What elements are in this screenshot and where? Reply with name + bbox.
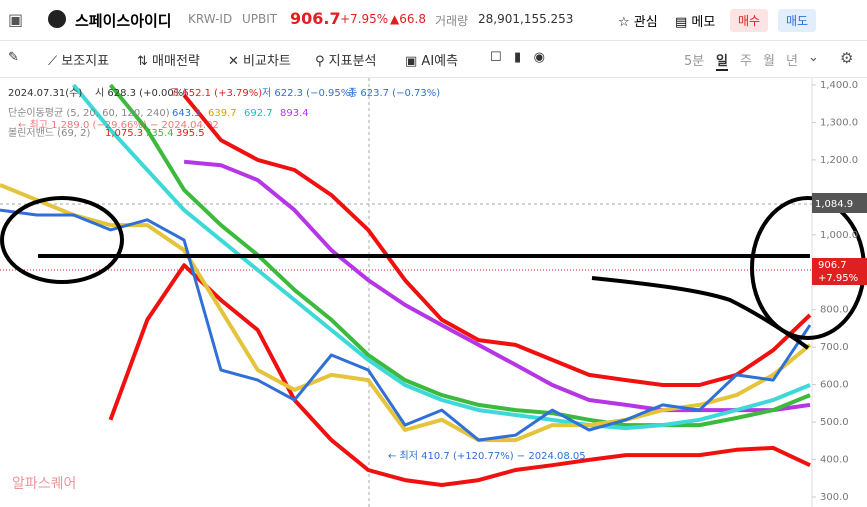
sell-button[interactable]: 매도 xyxy=(778,9,817,32)
drawings xyxy=(0,196,866,350)
y-tick-label: 800.0 xyxy=(820,305,849,316)
volume-label: 거래량 xyxy=(435,14,469,28)
indicators-button[interactable]: ⟋ 보조지표 xyxy=(48,54,110,69)
memo-button[interactable]: ▤ 메모 xyxy=(675,15,716,30)
legend-bb: 볼린저밴드 (69, 2) xyxy=(8,127,91,139)
y-tick-label: 500.0 xyxy=(820,417,849,428)
y-tick-label: 1,000.0 xyxy=(820,230,858,241)
watch-label: 관심 xyxy=(633,15,658,30)
series-line xyxy=(108,83,811,428)
y-tick-label: 1,200.0 xyxy=(820,155,858,166)
high-annotation: ← 최고 1,289.0 (−29.66%) − 2024.04.02 xyxy=(18,119,219,131)
memo-label: 메모 xyxy=(691,15,716,30)
toolbar: ✎ ⟋ 보조지표 ⇅ 매매전략 ✕ 비교차트 ⚲ 지표분석 ▣ AI예측 ☐ ▮… xyxy=(0,41,867,78)
legend-close: 종 623.7 (−0.73%) xyxy=(348,87,440,99)
legend-ma-value: 639.7 xyxy=(208,108,237,119)
legend-ma-value: 893.4 xyxy=(280,108,309,119)
coin-name: 스페이스아이디 xyxy=(75,12,172,30)
label: 매매전략 xyxy=(152,54,200,69)
change: ▲66.8 xyxy=(390,12,426,26)
series-layer xyxy=(0,83,812,487)
exchange: UPBIT xyxy=(242,12,278,26)
dash-tag-bg xyxy=(812,193,867,213)
y-tick-label: 1,400.0 xyxy=(820,80,858,91)
legend-open: 시 628.3 (+0.00%) xyxy=(95,87,187,99)
dash-tag: 1,084.9 xyxy=(815,199,853,210)
series-line xyxy=(72,83,811,431)
y-axis: 300.0 400.0 500.0 600.0 700.0 800.0 1,000.0 1,2… xyxy=(812,80,858,503)
change-pct: +7.95% xyxy=(340,12,389,26)
strategy-button[interactable]: ⇅ 매매전략 xyxy=(137,54,200,69)
series-line xyxy=(182,93,812,387)
y-tick-label: 1,300.0 xyxy=(820,117,858,128)
label: 지표분석 xyxy=(328,54,377,69)
y-tick-label: 300.0 xyxy=(820,492,849,503)
series-line xyxy=(0,208,812,442)
ticker: KRW-ID xyxy=(188,12,233,26)
legend-ma-value: 692.7 xyxy=(244,108,273,119)
dropdown[interactable]: ⌄ xyxy=(808,50,819,65)
legend-ma: 단순이동평균 (5, 20, 60, 120, 240) xyxy=(8,107,170,119)
label: AI예측 xyxy=(421,54,459,69)
legend-bb-value: 735.4 xyxy=(145,128,174,139)
price-tag: 906.7 xyxy=(818,260,847,271)
drawn-curve xyxy=(591,276,810,350)
period[interactable]: 월 xyxy=(763,54,775,69)
volume: 28,901,155.253 xyxy=(478,12,574,26)
series-line xyxy=(0,183,812,443)
header: ▣ 스페이스아이디 KRW-ID UPBIT 906.7 +7.95% ▲66.… xyxy=(0,0,867,41)
analysis-button[interactable]: ⚲ 지표분석 xyxy=(315,54,377,69)
coin-logo xyxy=(48,10,66,28)
period[interactable]: 주 xyxy=(740,54,752,69)
legend-ma-value: 643.3 xyxy=(172,108,201,119)
price: 906.7 xyxy=(290,9,341,28)
label: 비교차트 xyxy=(243,54,291,69)
watch-button[interactable]: ☆ 관심 xyxy=(618,15,658,30)
label: 보조지표 xyxy=(61,54,110,69)
series-line xyxy=(108,263,811,487)
y-tick-label: 400.0 xyxy=(820,455,849,466)
settings[interactable]: ⚙ xyxy=(840,49,854,67)
legend-high: 고 652.1 (+3.79%) xyxy=(170,88,262,99)
price-tag-pct: +7.95% xyxy=(818,273,858,284)
y-tick-label: 700.0 xyxy=(820,342,849,353)
compare-button[interactable]: ✕ 비교차트 xyxy=(228,54,291,69)
period[interactable]: 일 xyxy=(716,50,728,71)
draw-tool[interactable]: ✎ xyxy=(8,50,19,65)
period[interactable]: 년 xyxy=(786,54,798,69)
legend-low: 저 622.3 (−0.95%) xyxy=(262,87,354,99)
legend-bb-value: 395.5 xyxy=(176,128,205,139)
legend-date: 2024.07.31(수) xyxy=(8,87,82,99)
sidebar-icon[interactable]: ▣ xyxy=(8,10,24,29)
y-tick-label: 600.0 xyxy=(820,380,849,391)
series-line xyxy=(183,159,811,413)
buy-button[interactable]: 매수 xyxy=(730,9,769,32)
chart-type[interactable]: ☐ ▮ ◉ xyxy=(490,50,545,65)
ai-button[interactable]: ▣ AI예측 xyxy=(405,54,459,69)
low-annotation: ← 최저 410.7 (+120.77%) − 2024.08.05 xyxy=(388,450,586,462)
period[interactable]: 5분 xyxy=(684,54,705,69)
drawn-circle xyxy=(0,196,124,284)
watermark: 알파스퀘어 xyxy=(12,476,76,492)
price-tag-bg xyxy=(812,258,867,285)
legend-bb-value: 1,075.3 xyxy=(105,128,143,139)
